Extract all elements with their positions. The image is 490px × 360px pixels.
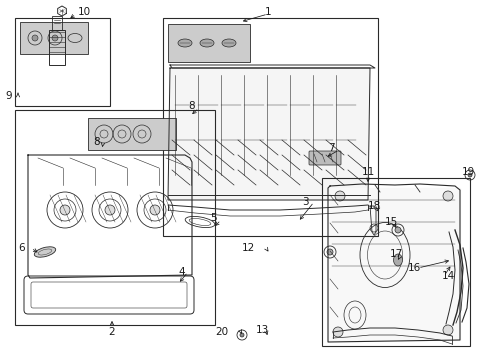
Circle shape [240, 333, 244, 337]
Bar [15, 18, 110, 106]
Circle shape [443, 325, 453, 335]
Circle shape [335, 191, 345, 201]
Polygon shape [168, 68, 370, 200]
Bar [163, 18, 378, 236]
Circle shape [443, 191, 453, 201]
Text: 1: 1 [265, 7, 271, 17]
Circle shape [52, 35, 58, 41]
Text: 4: 4 [178, 267, 185, 277]
Text: 8: 8 [188, 101, 195, 111]
Text: 9: 9 [5, 91, 12, 101]
Ellipse shape [150, 205, 160, 215]
Text: 13: 13 [256, 325, 269, 335]
Bar [20, 22, 88, 54]
Text: 10: 10 [78, 7, 91, 17]
Text: 7: 7 [328, 143, 335, 153]
Ellipse shape [178, 39, 192, 47]
Text: 15: 15 [385, 217, 398, 227]
Ellipse shape [222, 39, 236, 47]
Ellipse shape [105, 205, 115, 215]
Circle shape [468, 173, 472, 177]
Bar [168, 24, 250, 62]
Text: 16: 16 [408, 263, 421, 273]
Bar [49, 30, 65, 65]
Text: 19: 19 [462, 167, 475, 177]
Circle shape [32, 35, 38, 41]
Ellipse shape [200, 39, 214, 47]
Ellipse shape [393, 254, 402, 266]
Ellipse shape [60, 205, 70, 215]
Circle shape [333, 327, 343, 337]
Circle shape [395, 227, 401, 233]
Text: 12: 12 [242, 243, 255, 253]
Text: 18: 18 [368, 201, 381, 211]
Circle shape [327, 249, 333, 255]
Text: 6: 6 [19, 243, 25, 253]
Polygon shape [328, 188, 460, 340]
FancyBboxPatch shape [309, 151, 341, 165]
Text: 3: 3 [302, 197, 309, 207]
Text: 14: 14 [442, 271, 455, 281]
Text: 20: 20 [215, 327, 228, 337]
Text: 2: 2 [109, 327, 115, 337]
Text: 8: 8 [93, 137, 99, 147]
Text: 5: 5 [210, 213, 217, 223]
Bar [52, 16, 62, 30]
Bar [88, 118, 176, 150]
Text: 17: 17 [390, 249, 403, 259]
Text: 11: 11 [362, 167, 375, 177]
Ellipse shape [34, 247, 56, 257]
Bar [322, 178, 470, 346]
Bar [15, 110, 215, 325]
